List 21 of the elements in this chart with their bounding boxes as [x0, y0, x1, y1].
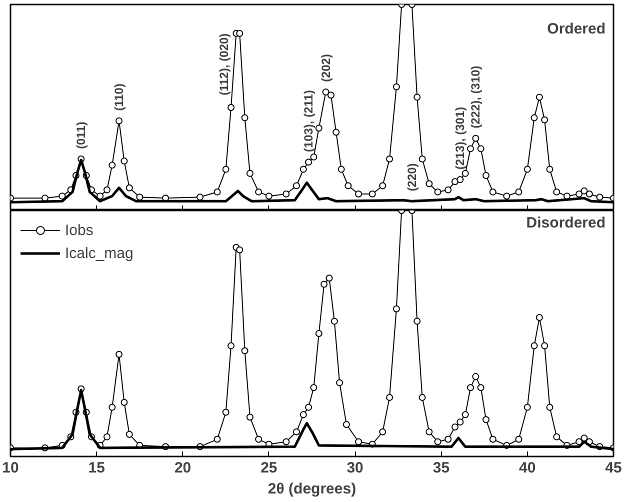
x-tick-label: 10 — [2, 460, 19, 476]
x-tick-label: 40 — [519, 460, 536, 476]
annotation: (202) — [318, 54, 333, 82]
annotation: (103), (211) — [302, 90, 316, 152]
annotation: (222), (310) — [468, 66, 483, 128]
annotation: (110) — [112, 84, 126, 111]
annotation: (112), (020) — [217, 33, 232, 96]
x-tick-label: 30 — [346, 460, 364, 476]
legend-label: Icalc_mag — [65, 244, 134, 262]
x-tick-label: 45 — [605, 460, 622, 476]
x-tick-label: 25 — [260, 460, 278, 476]
text: Ordered — [547, 20, 606, 38]
annotation: (213), (301) — [453, 106, 468, 170]
annotation: (011) — [74, 122, 88, 149]
annotation: (220) — [404, 163, 419, 192]
legend-label: Iobs — [65, 222, 94, 238]
x-axis-title: 2θ (degrees) — [268, 480, 356, 498]
x-tick-label: 20 — [174, 460, 192, 476]
chart-title: Disordered — [526, 214, 606, 232]
x-tick-label: 15 — [88, 460, 105, 476]
x-tick-label: 35 — [432, 460, 450, 476]
